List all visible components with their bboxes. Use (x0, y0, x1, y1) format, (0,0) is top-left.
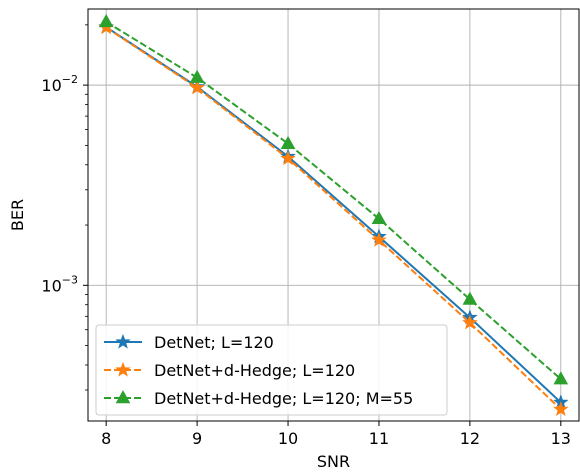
y-tick-base: 10 (41, 276, 61, 295)
legend-label: DetNet; L=120 (154, 333, 274, 352)
data-point (280, 150, 296, 166)
y-tick-exponent: −3 (62, 273, 78, 286)
plot-frame (87, 8, 580, 422)
legend: DetNet; L=120 DetNet+d-Hedge; L=120 DetNet… (95, 324, 448, 416)
legend-label: DetNet+d-Hedge; L=120; M=55 (154, 389, 413, 408)
series-layer (98, 14, 569, 416)
data-point (462, 291, 478, 305)
data-point (371, 232, 387, 247)
data-point (189, 79, 205, 95)
data-point (553, 401, 569, 416)
data-point (462, 314, 478, 330)
series-3 (98, 14, 569, 385)
y-tick-base: 10 (41, 76, 61, 95)
y-tick-exponent: −2 (62, 73, 78, 86)
x-tick-label: 10 (278, 429, 298, 448)
data-point (553, 371, 569, 385)
legend-entry: DetNet+d-Hedge; L=120 (104, 361, 355, 380)
legend-box (95, 324, 448, 416)
data-point (280, 135, 296, 149)
legend-entry: DetNet+d-Hedge; L=120; M=55 (104, 389, 413, 408)
y-axis-label: BER (8, 199, 27, 231)
legend-entry: DetNet; L=120 (104, 333, 274, 352)
legend-label: DetNet+d-Hedge; L=120 (154, 361, 355, 380)
data-point (98, 14, 114, 28)
legend-marker (115, 361, 131, 377)
x-tick-label: 9 (192, 429, 202, 448)
x-tick-label: 11 (369, 429, 389, 448)
legend-marker (115, 390, 131, 404)
x-axis-label: SNR (317, 452, 350, 471)
series-line (105, 26, 562, 411)
data-point (189, 69, 205, 83)
x-tick-label: 13 (551, 429, 571, 448)
y-tick-label: 10−3 (41, 273, 78, 295)
y-tick-label: 10−2 (41, 73, 78, 95)
x-tick-label: 12 (460, 429, 480, 448)
legend-marker (115, 333, 131, 349)
x-tick-label: 8 (101, 429, 111, 448)
data-point (371, 210, 387, 225)
